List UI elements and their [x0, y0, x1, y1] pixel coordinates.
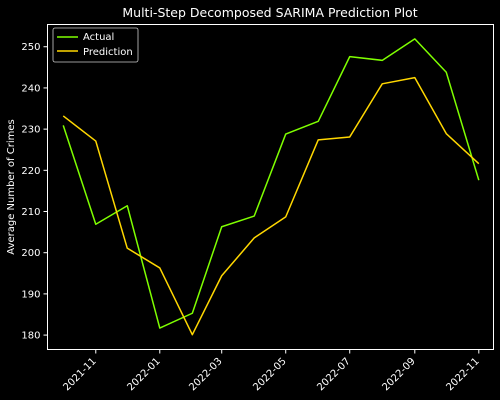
x-tick-label: 2022-03: [187, 356, 224, 393]
y-tick-label: 230: [21, 125, 40, 136]
plot-area: 180 190 200 210 220 230 240 250 2021-11 2022-01 20…: [21, 38, 482, 393]
x-tick-label: 2022-05: [251, 356, 288, 393]
legend: Actual Prediction: [52, 27, 139, 63]
y-tick-label: 240: [21, 83, 40, 94]
legend-label-actual: Actual: [83, 32, 114, 43]
chart-title: Multi-Step Decomposed SARIMA Prediction …: [122, 5, 417, 20]
x-tick-label: 2022-11: [444, 356, 481, 393]
y-tick-label: 200: [21, 248, 40, 259]
x-tick-label: 2022-09: [380, 356, 417, 393]
series-line-prediction: [62, 76, 480, 336]
x-tick-label: 2022-01: [125, 356, 162, 393]
y-tick-label: 210: [21, 207, 40, 218]
legend-label-prediction: Prediction: [83, 47, 133, 58]
y-axis-label: Average Number of Crimes: [6, 119, 17, 254]
series-line-actual: [62, 38, 480, 329]
y-tick-label: 180: [21, 331, 40, 342]
plot-frame: [47, 24, 494, 350]
y-tick-label: 190: [21, 289, 40, 300]
x-tick-label: 2021-11: [61, 356, 98, 393]
x-tick-label: 2022-07: [315, 356, 352, 393]
y-tick-label: 220: [21, 166, 40, 177]
y-tick-label: 250: [21, 42, 40, 53]
